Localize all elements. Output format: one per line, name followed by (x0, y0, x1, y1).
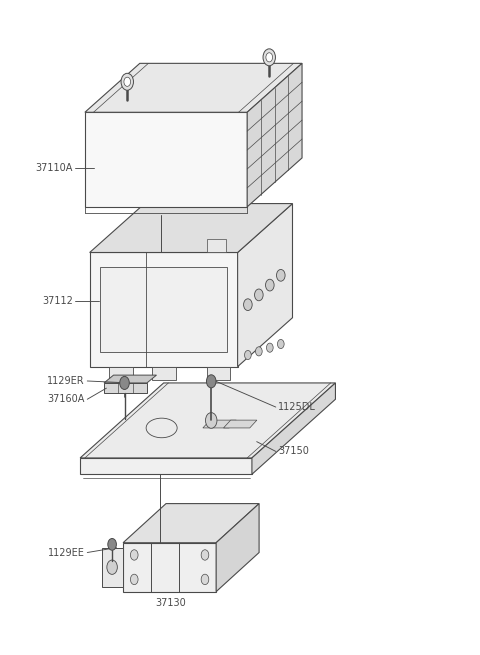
Text: 37130: 37130 (156, 597, 186, 608)
Text: 1129EE: 1129EE (48, 548, 85, 557)
Polygon shape (206, 367, 230, 380)
Polygon shape (152, 367, 176, 380)
Circle shape (131, 550, 138, 560)
Polygon shape (123, 543, 216, 591)
Polygon shape (123, 504, 259, 543)
Circle shape (206, 375, 216, 388)
Circle shape (265, 279, 274, 291)
Polygon shape (80, 383, 336, 458)
Text: 37110A: 37110A (36, 162, 73, 173)
Circle shape (266, 53, 273, 62)
Text: 1125DL: 1125DL (278, 402, 316, 412)
Polygon shape (90, 204, 292, 252)
Circle shape (124, 77, 131, 86)
Text: 37160A: 37160A (48, 394, 85, 404)
Circle shape (108, 538, 116, 550)
Circle shape (276, 269, 285, 281)
Circle shape (120, 377, 129, 390)
Circle shape (107, 560, 117, 574)
Polygon shape (104, 383, 147, 393)
Polygon shape (102, 548, 123, 587)
Polygon shape (109, 367, 132, 380)
Text: 37112: 37112 (42, 297, 73, 307)
Circle shape (255, 346, 262, 356)
Polygon shape (252, 383, 336, 474)
Polygon shape (206, 240, 226, 252)
Text: 37150: 37150 (278, 447, 309, 457)
Circle shape (254, 289, 263, 301)
Polygon shape (224, 420, 257, 428)
Circle shape (131, 574, 138, 585)
Polygon shape (90, 252, 238, 367)
Circle shape (121, 73, 133, 90)
Circle shape (243, 299, 252, 310)
Polygon shape (104, 375, 156, 383)
Circle shape (201, 550, 209, 560)
Polygon shape (203, 420, 236, 428)
Circle shape (263, 49, 276, 66)
Circle shape (244, 350, 251, 360)
Polygon shape (80, 458, 252, 474)
Polygon shape (216, 504, 259, 591)
Polygon shape (100, 267, 227, 352)
Circle shape (266, 343, 273, 352)
Polygon shape (238, 204, 292, 367)
Polygon shape (85, 112, 247, 207)
Circle shape (205, 413, 217, 428)
Circle shape (277, 339, 284, 348)
Polygon shape (247, 64, 302, 207)
Text: 1129ER: 1129ER (47, 376, 85, 386)
Circle shape (201, 574, 209, 585)
Polygon shape (85, 64, 302, 112)
